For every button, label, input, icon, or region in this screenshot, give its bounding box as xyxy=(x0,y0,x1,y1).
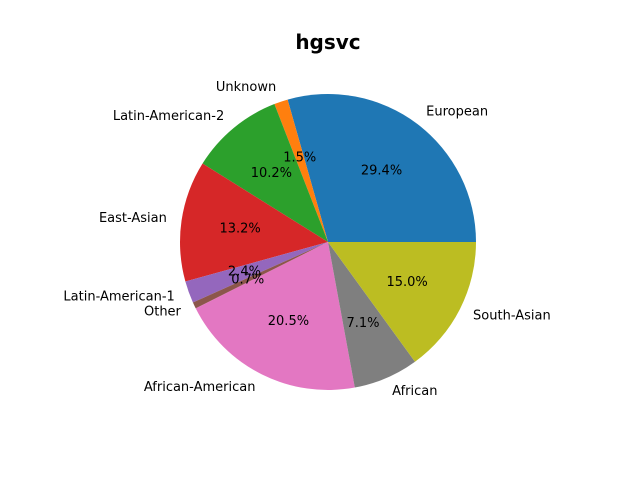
pie-slice-latin-american-1 xyxy=(185,242,328,303)
slice-percent-african: 7.1% xyxy=(346,316,379,331)
slice-percent-european: 29.4% xyxy=(361,164,402,179)
pie-slice-african xyxy=(328,242,415,388)
slice-percent-latin-american-1: 2.4% xyxy=(228,265,261,280)
slice-percent-other: 0.7% xyxy=(231,273,264,288)
slice-percent-latin-american-2: 10.2% xyxy=(251,166,292,181)
slice-percent-south-asian: 15.0% xyxy=(386,275,427,290)
pie-slice-latin-american-2 xyxy=(202,104,328,243)
slice-label-african-american: African-American xyxy=(144,380,256,395)
pie-slice-african-american xyxy=(195,242,355,390)
pie-slice-south-asian xyxy=(328,242,476,362)
slice-percent-african-american: 20.5% xyxy=(268,314,309,329)
slice-percent-east-asian: 13.2% xyxy=(219,222,260,237)
slice-label-african: African xyxy=(392,384,437,399)
slice-label-east-asian: East-Asian xyxy=(99,211,167,226)
slice-label-south-asian: South-Asian xyxy=(473,308,551,323)
pie-slice-european xyxy=(287,94,477,242)
slice-label-european: European xyxy=(426,105,488,120)
pie-labels: European 29.4% Unknown 1.5% Latin-American-2… xyxy=(63,80,550,399)
chart-title: hgsvc xyxy=(295,30,360,54)
slice-label-unknown: Unknown xyxy=(216,80,276,95)
pie-slice-unknown xyxy=(274,99,328,242)
slice-label-latin-american-2: Latin-American-2 xyxy=(113,109,224,124)
pie-slices xyxy=(180,94,477,390)
pie-slice-east-asian xyxy=(180,163,328,282)
slice-label-latin-american-1: Latin-American-1 xyxy=(63,290,174,305)
slice-percent-unknown: 1.5% xyxy=(283,150,316,165)
slice-label-other: Other xyxy=(144,304,182,319)
pie-slice-other xyxy=(192,242,328,309)
